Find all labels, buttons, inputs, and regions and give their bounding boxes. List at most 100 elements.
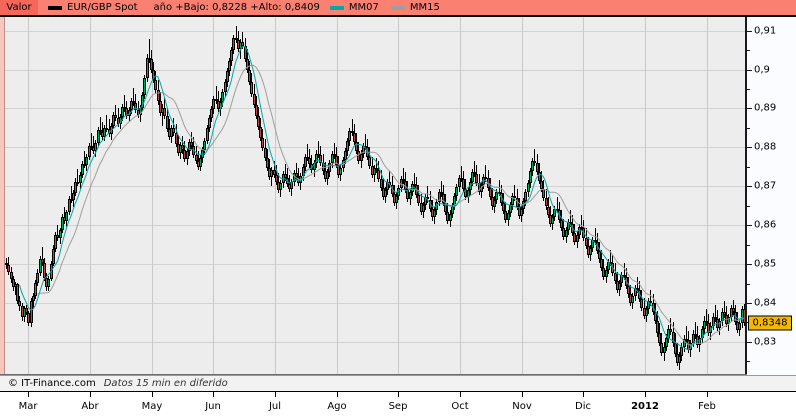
- candle-body-up: [65, 211, 68, 221]
- legend-mm07-label: MM07: [348, 2, 379, 13]
- candle-body-down: [368, 156, 371, 167]
- candle-body-down: [246, 58, 249, 71]
- price-minor-tick: [747, 205, 750, 207]
- candle-body-down: [335, 155, 338, 166]
- candle-body-down: [547, 206, 550, 216]
- candle-body-down: [538, 172, 541, 181]
- candle-wick: [376, 158, 377, 174]
- candle-wick: [570, 210, 571, 227]
- candle-body-up: [663, 346, 666, 353]
- candle-body-up: [344, 151, 347, 160]
- price-tick-label: 0,91: [754, 25, 777, 37]
- candle-body-up: [618, 282, 621, 290]
- date-tick-label: May: [141, 401, 163, 412]
- candle-body-up: [589, 247, 592, 255]
- candle-wick: [610, 250, 611, 267]
- price-minor-tick: [747, 127, 750, 129]
- candle-body-up: [495, 191, 498, 200]
- chart-frame: 0,91 0,9 0,89 0,88 0,87 0,86 0,85 0,84 0,83 0,83…: [0, 17, 796, 416]
- candle-wick: [42, 246, 43, 266]
- candle-body-up: [94, 142, 97, 152]
- price-tick-label: 0,83: [754, 336, 777, 348]
- candle-body-down: [533, 161, 536, 164]
- candle-wick: [365, 134, 366, 151]
- candle-body-up: [438, 192, 441, 202]
- price-plot-area[interactable]: [5, 17, 747, 375]
- candle-body-up: [228, 60, 231, 72]
- legend-item-mm07[interactable]: MM07: [320, 0, 381, 15]
- candle-body-down: [377, 169, 380, 180]
- candle-body-up: [97, 130, 100, 143]
- candle-wick: [499, 180, 500, 197]
- candle-body-down: [250, 81, 253, 94]
- candle-body-up: [121, 106, 124, 117]
- legend-mm15-label: MM15: [409, 2, 440, 13]
- candle-body-down: [714, 317, 717, 320]
- candle-wick: [173, 117, 174, 136]
- horizontal-gridline: [5, 341, 745, 343]
- candle-body-up: [206, 127, 209, 142]
- candle-body-down: [27, 313, 30, 324]
- candle-body-down: [375, 168, 378, 171]
- candle-body-up: [230, 50, 233, 61]
- candle-body-up: [103, 127, 106, 138]
- price-axis[interactable]: 0,91 0,9 0,89 0,88 0,87 0,86 0,85 0,84 0,83 0,83…: [747, 17, 796, 375]
- left-margin-rule: [4, 17, 5, 375]
- candle-body-down: [76, 181, 79, 184]
- candle-body-down: [658, 333, 661, 343]
- candle-body-down: [235, 37, 238, 40]
- candle-body-down: [460, 177, 463, 180]
- candle-body-down: [157, 89, 160, 102]
- candle-body-up: [141, 95, 144, 108]
- candle-body-down: [306, 156, 309, 159]
- candle-body-down: [259, 127, 262, 138]
- candle-wick: [650, 289, 651, 307]
- price-tick: [747, 30, 752, 32]
- candle-body-up: [30, 301, 33, 324]
- date-tick: [90, 392, 91, 397]
- candle-body-down: [440, 192, 443, 195]
- date-tick: [213, 392, 214, 397]
- candle-body-up: [631, 296, 634, 303]
- current-price-badge: 0,8348: [748, 315, 792, 331]
- candle-body-up: [199, 158, 202, 167]
- date-tick: [152, 392, 153, 397]
- candle-body-up: [39, 259, 42, 273]
- price-tick-label: 0,9: [754, 64, 770, 76]
- candle-body-up: [221, 92, 224, 103]
- candle-body-down: [333, 154, 336, 157]
- candle-wick: [474, 160, 475, 177]
- price-tick-label: 0,88: [754, 141, 777, 153]
- copyright-label: © IT-Finance.com: [8, 378, 96, 389]
- legend-item-instrument[interactable]: EUR/GBP Spot: [38, 0, 140, 15]
- candle-body-down: [16, 284, 19, 302]
- vertical-gridline: [460, 17, 461, 375]
- legend-item-mm15[interactable]: MM15: [381, 0, 442, 15]
- date-tick: [275, 392, 276, 397]
- candle-body-down: [380, 179, 383, 188]
- candle-body-down: [248, 70, 251, 82]
- candle-body-up: [524, 192, 527, 202]
- candle-body-up: [527, 183, 530, 193]
- candle-body-down: [166, 116, 169, 129]
- candle-body-down: [580, 226, 583, 229]
- vertical-gridline: [275, 17, 276, 375]
- candle-wick: [287, 168, 288, 188]
- candle-body-up: [188, 141, 191, 152]
- candle-wick: [109, 119, 110, 138]
- candle-body-up: [373, 168, 376, 176]
- candle-body-up: [208, 117, 211, 128]
- candle-body-up: [409, 191, 412, 199]
- candle-body-up: [718, 320, 721, 328]
- price-tick: [747, 69, 752, 71]
- candle-wick: [182, 135, 183, 154]
- price-minor-tick: [747, 166, 750, 168]
- vertical-gridline: [645, 17, 646, 375]
- candle-body-up: [224, 81, 227, 93]
- candle-wick: [118, 108, 119, 128]
- date-axis[interactable]: Mar Abr May Jun Jul Ago Sep Oct Nov Dic 2012 Feb: [0, 391, 796, 416]
- candle-body-up: [665, 338, 668, 347]
- candle-body-down: [627, 285, 630, 295]
- price-tick: [747, 108, 752, 110]
- candle-body-down: [7, 264, 10, 272]
